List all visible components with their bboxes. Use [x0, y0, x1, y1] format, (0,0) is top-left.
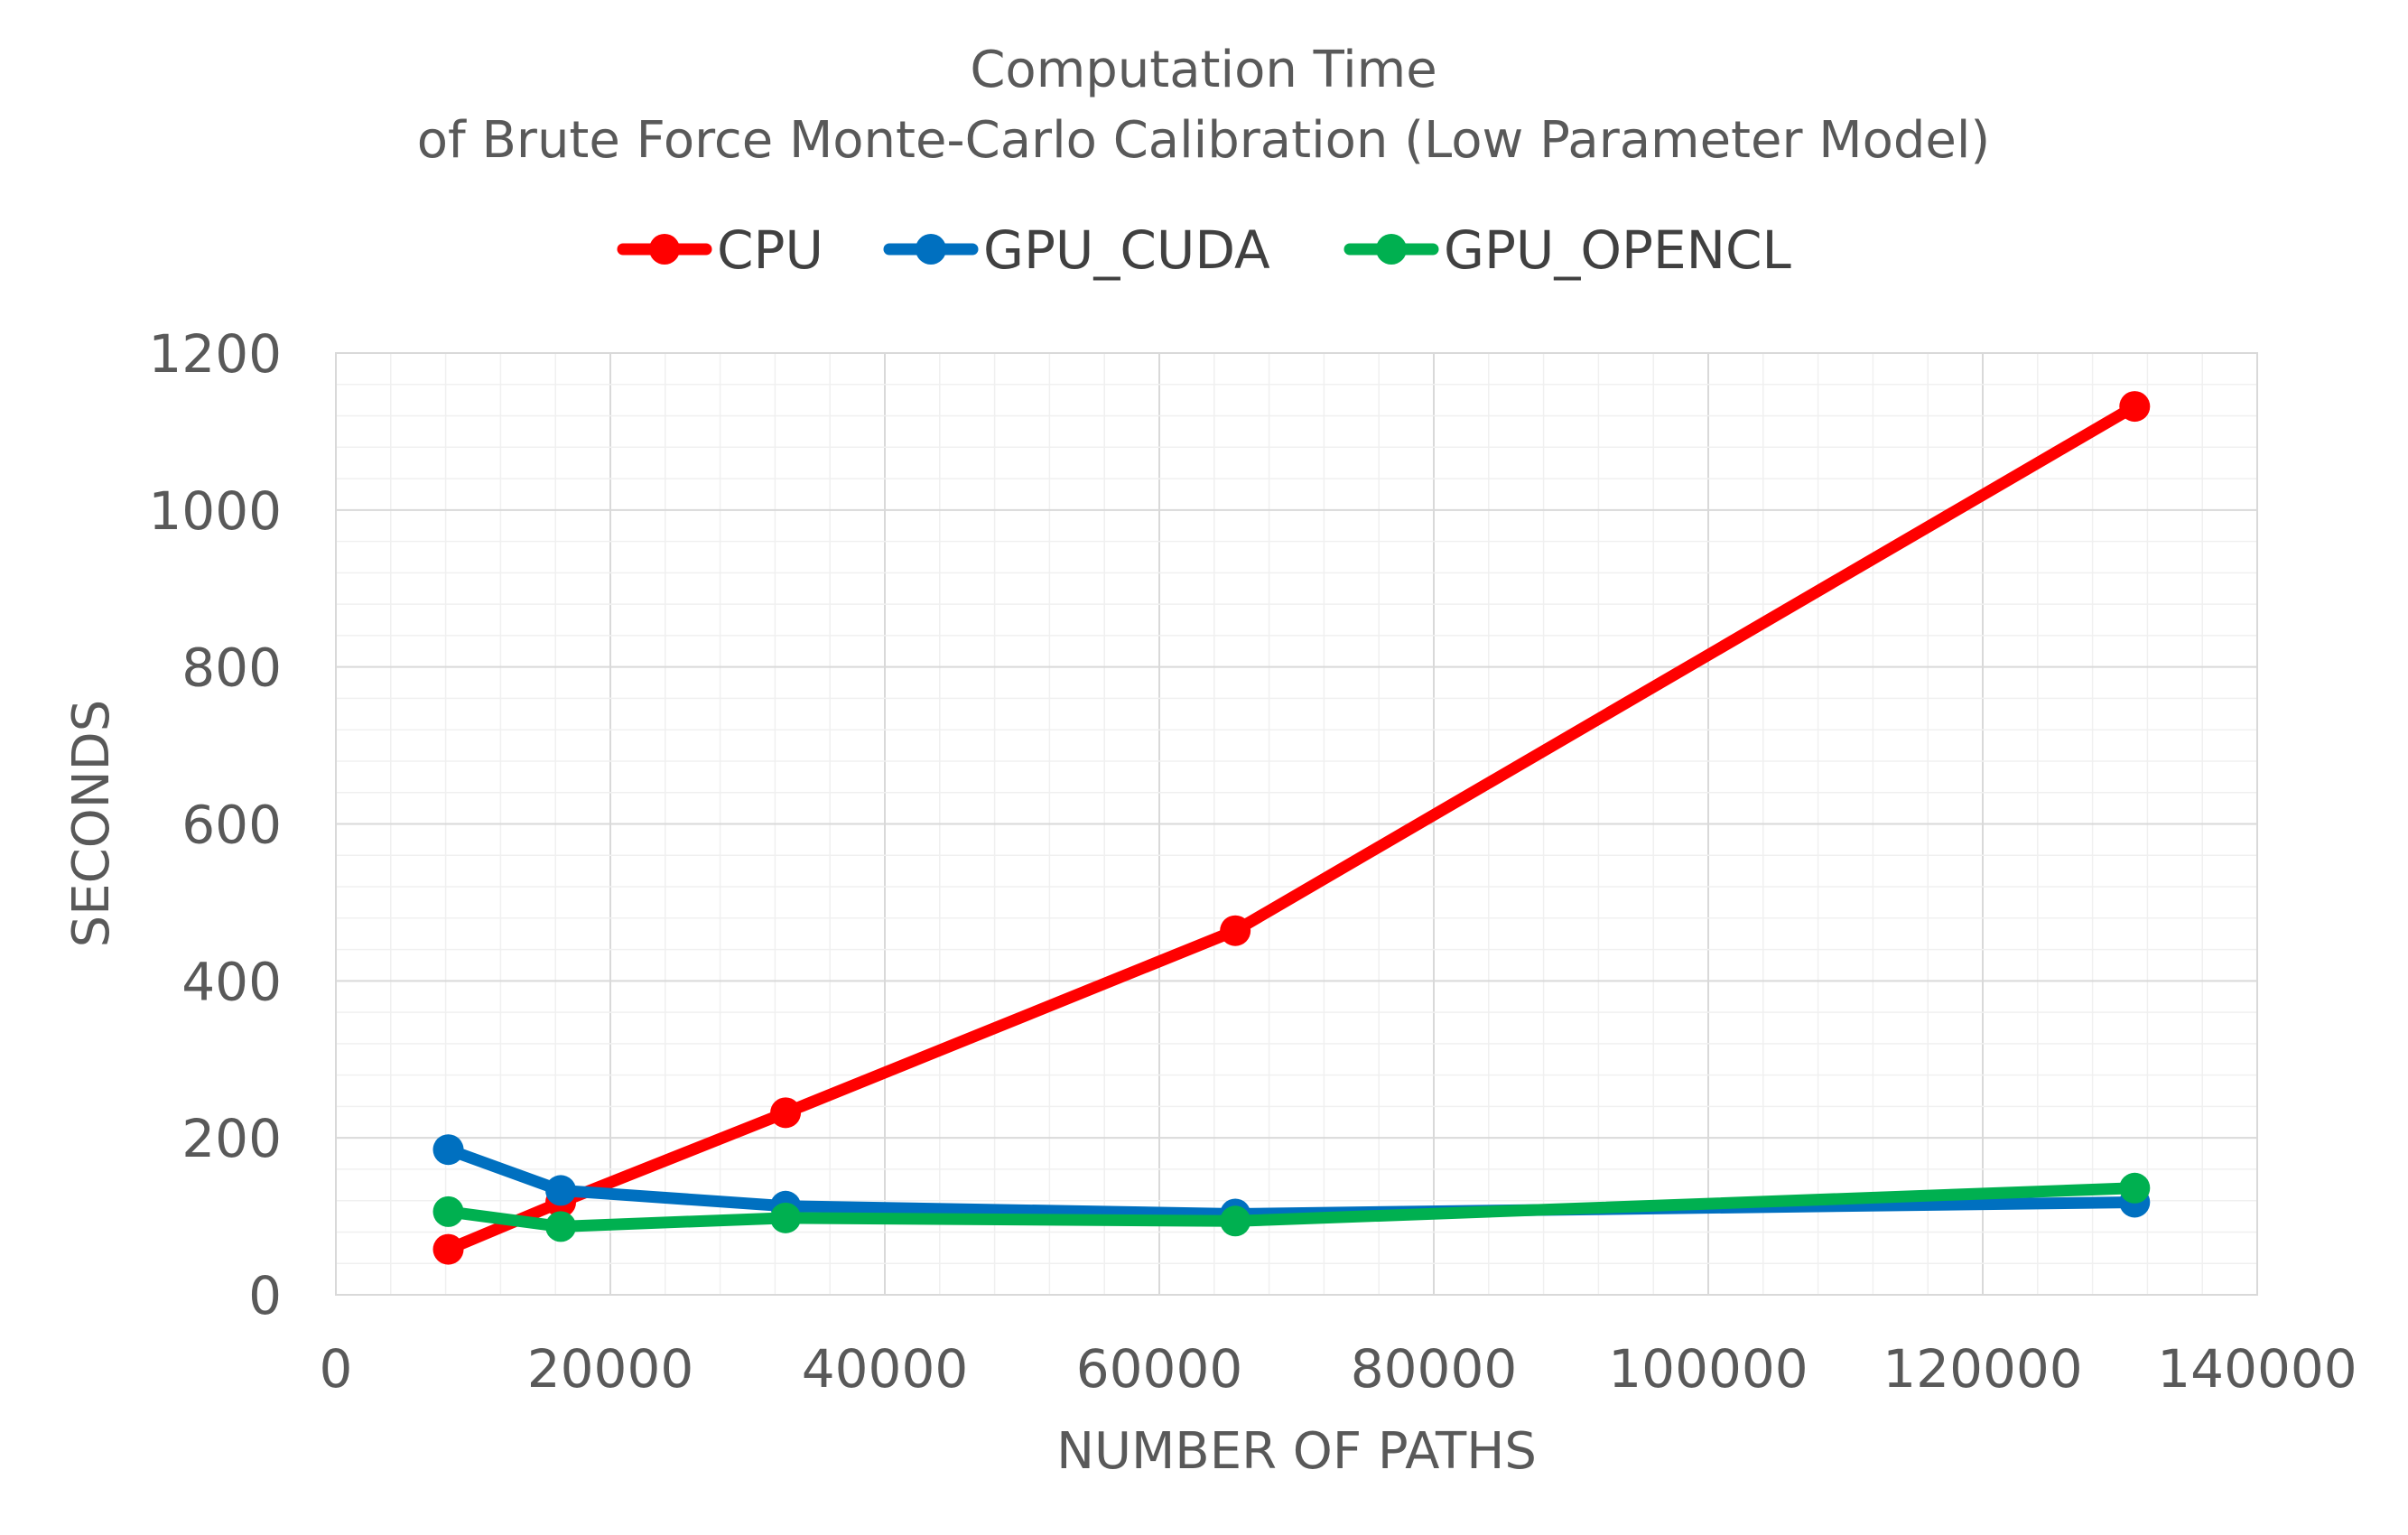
y-tick-label: 0 — [248, 1265, 282, 1326]
legend-swatch-marker — [916, 234, 946, 265]
data-point — [432, 1233, 464, 1265]
legend-label: GPU_CUDA — [983, 219, 1270, 281]
legend-label: CPU — [717, 219, 823, 281]
y-tick-label: 1200 — [148, 323, 282, 385]
legend-swatch-marker — [649, 234, 680, 265]
x-tick-label: 80000 — [1351, 1338, 1518, 1400]
legend: CPU GPU_CUDA GPU_OPENCL — [617, 219, 1791, 281]
grid — [335, 352, 2258, 1296]
x-tick-label: 120000 — [1883, 1338, 2082, 1400]
series-cpu — [432, 391, 2151, 1265]
chart-subtitle: of Brute Force Monte-Carlo Calibration (… — [417, 111, 1991, 170]
y-tick-label: 1000 — [148, 480, 282, 542]
data-point — [1220, 915, 1251, 946]
legend-item: GPU_OPENCL — [1343, 219, 1791, 281]
chart-title: Computation Time — [970, 41, 1436, 99]
series — [432, 391, 2151, 1265]
x-tick-label: 40000 — [802, 1338, 969, 1400]
y-tick-label: 800 — [181, 637, 282, 699]
x-tick-label: 0 — [320, 1338, 353, 1400]
data-point — [770, 1097, 802, 1129]
data-point — [545, 1211, 577, 1242]
plot-area — [335, 352, 2258, 1296]
legend-swatch-marker — [1376, 234, 1407, 265]
data-point — [2119, 391, 2151, 423]
x-tick-label: 100000 — [1608, 1338, 1808, 1400]
x-axis-title: NUMBER OF PATHS — [1056, 1422, 1537, 1481]
series-line — [442, 400, 2141, 1256]
y-axis-title: SECONDS — [62, 700, 121, 948]
y-axis-ticks: 0 200 400 600 800 1000 1200 — [148, 323, 282, 1326]
series-line — [442, 1143, 2141, 1220]
x-tick-label: 60000 — [1076, 1338, 1243, 1400]
legend-label: GPU_OPENCL — [1444, 219, 1791, 281]
series-gpu-opencl — [432, 1172, 2151, 1242]
legend-item: CPU — [617, 219, 823, 281]
data-point — [1220, 1205, 1251, 1237]
data-point — [770, 1202, 802, 1233]
x-tick-label: 20000 — [527, 1338, 694, 1400]
data-point — [432, 1195, 464, 1227]
y-tick-label: 200 — [181, 1108, 282, 1169]
data-point — [432, 1134, 464, 1166]
y-tick-label: 400 — [181, 951, 282, 1012]
data-point — [545, 1175, 577, 1206]
legend-item: GPU_CUDA — [883, 219, 1270, 281]
x-axis-ticks: 0 20000 40000 60000 80000 100000 120000 140000 — [320, 1338, 2357, 1400]
data-point — [2119, 1172, 2151, 1204]
x-tick-label: 140000 — [2157, 1338, 2357, 1400]
y-tick-label: 600 — [181, 795, 282, 856]
